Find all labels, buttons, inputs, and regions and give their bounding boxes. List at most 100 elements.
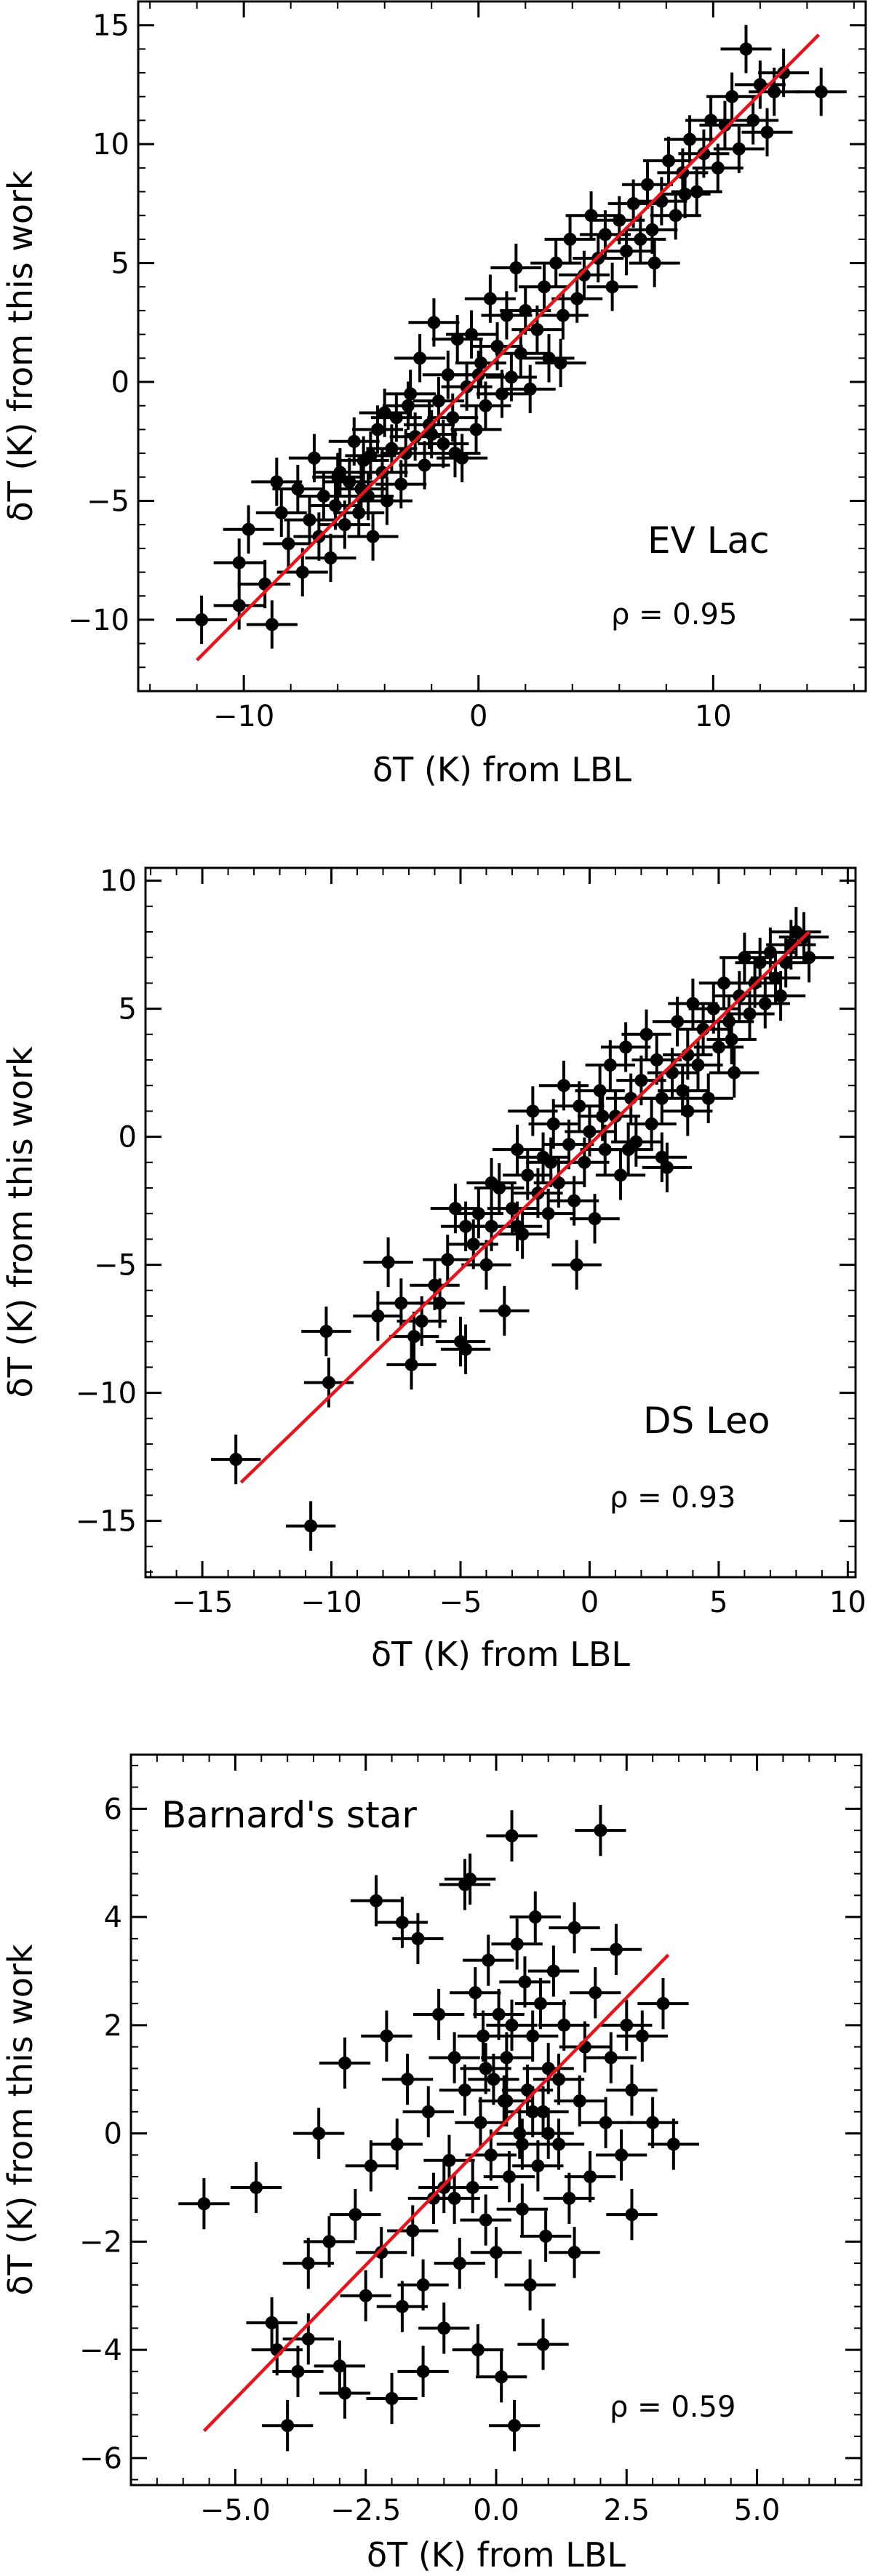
data-marker bbox=[295, 565, 309, 579]
data-marker bbox=[428, 1278, 442, 1292]
x-tick-label: 0 bbox=[469, 700, 487, 733]
data-point bbox=[720, 25, 772, 73]
data-point bbox=[375, 460, 427, 509]
data-point bbox=[590, 1923, 642, 1975]
star-name-label: Barnard's star bbox=[162, 1794, 417, 1836]
data-point bbox=[693, 1022, 744, 1072]
data-marker bbox=[282, 537, 295, 551]
y-tick-label: −5 bbox=[87, 485, 129, 518]
data-marker bbox=[415, 1315, 428, 1328]
data-point bbox=[439, 2064, 491, 2116]
data-marker bbox=[669, 209, 682, 223]
data-point bbox=[213, 581, 265, 630]
data-marker bbox=[431, 394, 445, 408]
data-marker bbox=[620, 2018, 634, 2032]
data-point bbox=[371, 2118, 423, 2170]
data-point bbox=[319, 500, 370, 549]
data-point bbox=[554, 2075, 605, 2127]
data-point bbox=[575, 1066, 625, 1116]
data-marker bbox=[442, 2153, 456, 2167]
data-marker bbox=[312, 2126, 326, 2140]
x-tick-label: −10 bbox=[300, 1586, 362, 1619]
data-point bbox=[397, 2345, 449, 2397]
data-marker bbox=[546, 1964, 560, 1978]
data-marker bbox=[437, 2321, 451, 2335]
data-marker bbox=[436, 437, 450, 451]
data-marker bbox=[539, 2229, 553, 2243]
data-point bbox=[564, 2150, 616, 2203]
data-marker bbox=[441, 368, 455, 382]
data-marker bbox=[596, 1109, 610, 1123]
data-marker bbox=[432, 2007, 446, 2021]
data-point bbox=[460, 2043, 511, 2094]
data-point bbox=[340, 2270, 391, 2321]
data-marker bbox=[471, 2343, 485, 2357]
data-point bbox=[418, 2161, 470, 2214]
data-point bbox=[522, 2108, 574, 2159]
data-marker bbox=[613, 213, 626, 227]
data-marker bbox=[242, 522, 255, 536]
data-marker bbox=[418, 458, 431, 472]
data-marker bbox=[508, 2419, 522, 2433]
data-point bbox=[629, 239, 680, 287]
data-point bbox=[499, 1956, 551, 2008]
data-marker bbox=[728, 1066, 741, 1080]
data-point bbox=[450, 405, 502, 454]
data-point bbox=[406, 410, 458, 459]
data-point bbox=[692, 143, 744, 193]
data-point bbox=[627, 2097, 679, 2148]
data-point bbox=[176, 595, 228, 645]
y-tick-label: −15 bbox=[76, 1505, 137, 1539]
data-point bbox=[338, 436, 389, 485]
data-marker bbox=[578, 1155, 591, 1169]
data-marker bbox=[319, 1325, 333, 1339]
plot-frame bbox=[137, 0, 867, 693]
data-marker bbox=[753, 78, 767, 92]
data-marker bbox=[541, 2062, 555, 2075]
data-marker bbox=[385, 2392, 399, 2406]
data-point bbox=[353, 1291, 403, 1341]
data-point bbox=[523, 1189, 573, 1239]
data-marker bbox=[511, 1219, 525, 1233]
data-point bbox=[363, 1237, 413, 1288]
data-point bbox=[728, 96, 779, 145]
data-marker bbox=[401, 2073, 415, 2086]
data-marker bbox=[450, 332, 464, 346]
data-point bbox=[434, 2237, 485, 2289]
data-marker bbox=[495, 387, 509, 401]
data-marker bbox=[505, 1202, 519, 1216]
data-marker bbox=[552, 2137, 566, 2151]
data-marker bbox=[485, 1176, 498, 1189]
data-point bbox=[734, 60, 786, 109]
data-point bbox=[600, 1022, 651, 1072]
data-marker bbox=[421, 2105, 435, 2118]
data-marker bbox=[511, 1143, 525, 1157]
x-tick-label: −10 bbox=[213, 700, 274, 733]
data-point bbox=[528, 1098, 578, 1149]
data-marker bbox=[364, 2159, 378, 2173]
data-marker bbox=[634, 232, 647, 246]
data-marker bbox=[348, 2208, 362, 2222]
data-point bbox=[445, 1853, 496, 1905]
data-point bbox=[423, 1235, 473, 1285]
data-marker bbox=[500, 308, 514, 322]
data-marker bbox=[441, 1253, 455, 1267]
data-marker bbox=[509, 261, 523, 275]
data-marker bbox=[554, 356, 567, 370]
data-point bbox=[452, 2324, 504, 2376]
data-point bbox=[784, 933, 834, 983]
data-point bbox=[301, 1306, 351, 1357]
data-point bbox=[350, 1875, 402, 1926]
data-point bbox=[429, 428, 481, 478]
data-point bbox=[288, 434, 340, 482]
data-point bbox=[428, 2032, 480, 2083]
x-tick-label: 5.0 bbox=[734, 2494, 781, 2527]
x-tick-label: −15 bbox=[172, 1586, 233, 1619]
y-tick-label: −4 bbox=[79, 2334, 122, 2367]
data-point bbox=[485, 353, 537, 402]
data-marker bbox=[197, 2197, 211, 2211]
data-marker bbox=[401, 399, 415, 412]
data-point bbox=[626, 205, 678, 255]
data-marker bbox=[484, 2148, 498, 2162]
data-marker bbox=[498, 1304, 511, 1317]
